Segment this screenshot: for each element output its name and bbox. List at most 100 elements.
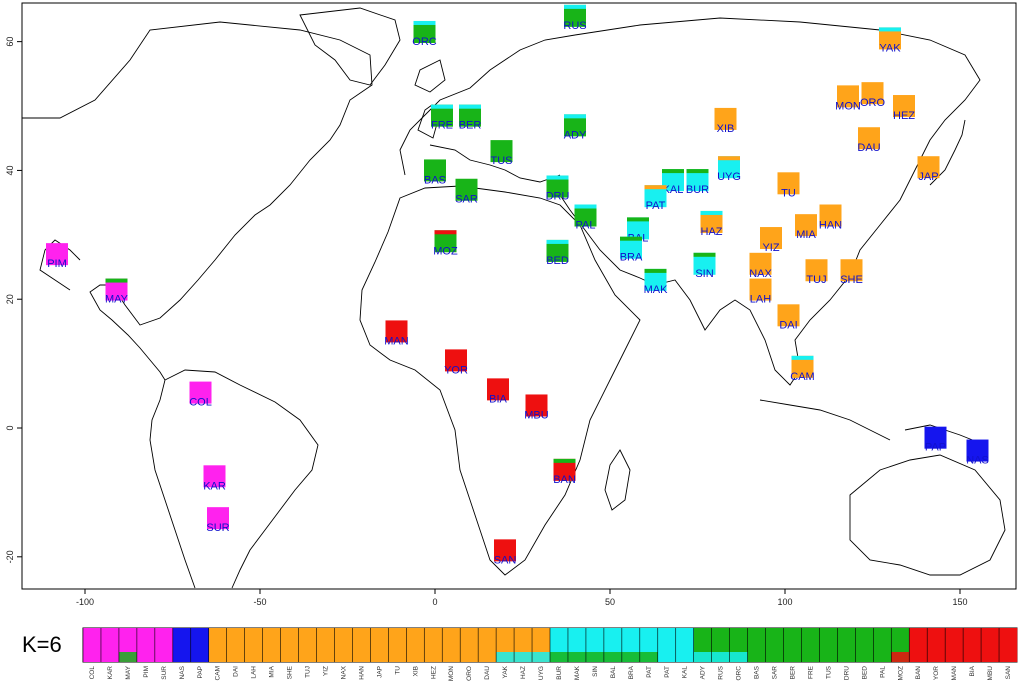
population-marker-sur[interactable]: SUR (206, 507, 230, 534)
bar-group-col[interactable]: COL (82, 628, 102, 679)
bar-group-ady[interactable]: ADY (693, 628, 712, 679)
bar-group-bas[interactable]: BAS (747, 628, 766, 679)
population-marker-col[interactable]: COL (189, 381, 212, 409)
population-marker-pap[interactable]: PAP (924, 426, 947, 454)
population-marker-bia[interactable]: BIA (487, 378, 509, 405)
bar-group-pat[interactable]: PAT (639, 628, 659, 678)
population-marker-pim[interactable]: PIM (46, 243, 68, 270)
bar-group-ber[interactable]: BER (783, 628, 802, 679)
bar-group-kal[interactable]: KAL (675, 628, 694, 678)
bar-group-orc[interactable]: ORC (729, 628, 748, 680)
population-marker-dau[interactable]: DAU (857, 127, 881, 154)
bar-group-mon[interactable]: MON (441, 628, 461, 681)
population-marker-san[interactable]: SAN (494, 539, 517, 566)
population-marker-jap[interactable]: JAP (917, 156, 940, 183)
population-marker-bed[interactable]: BED (546, 239, 569, 267)
bar-group-mak[interactable]: MAK (567, 628, 587, 680)
population-marker-tus[interactable]: TUS (490, 140, 513, 167)
population-marker-dai[interactable]: DAI (777, 304, 800, 331)
population-marker-ber[interactable]: BER (459, 104, 482, 132)
bar-group-dru[interactable]: DRU (837, 628, 856, 680)
population-marker-bur[interactable]: BUR (686, 169, 709, 196)
population-marker-dru[interactable]: DRU (546, 175, 570, 203)
population-marker-mia[interactable]: MIA (795, 214, 817, 241)
population-marker-kar[interactable]: KAR (203, 465, 226, 492)
bar-group-oro[interactable]: ORO (459, 628, 479, 681)
population-marker-mak[interactable]: MAK (644, 268, 669, 296)
bar-group-uyg[interactable]: UYG (531, 628, 551, 680)
population-marker-tuj[interactable]: TUJ (805, 259, 828, 286)
population-marker-nax[interactable]: NAX (749, 252, 772, 280)
population-marker-rus[interactable]: RUS (563, 4, 587, 32)
bar-group-sur[interactable]: SUR (154, 628, 174, 680)
bar-group-she[interactable]: SHE (280, 628, 299, 679)
population-marker-sin[interactable]: SIN (693, 252, 716, 280)
population-marker-bas[interactable]: BAS (424, 159, 446, 186)
population-marker-sar[interactable]: SAR (455, 178, 478, 206)
bar-group-pat[interactable]: PAT (657, 628, 677, 678)
bar-group-yak[interactable]: YAK (495, 628, 515, 679)
bar-group-tuj[interactable]: TUJ (298, 628, 317, 678)
population-marker-xib[interactable]: XIB (714, 107, 737, 135)
bar-group-fre[interactable]: FRE (801, 628, 820, 679)
population-marker-uyg[interactable]: UYG (717, 156, 741, 183)
bar-group-lah[interactable]: LAH (244, 628, 263, 679)
bar-group-han[interactable]: HAN (352, 628, 371, 680)
bar-group-bra[interactable]: BRA (621, 628, 641, 679)
bar-group-bur[interactable]: BUR (549, 628, 569, 680)
population-marker-tu[interactable]: TU (777, 172, 800, 199)
population-marker-kal[interactable]: KAL (662, 169, 684, 196)
population-marker-may[interactable]: MAY (105, 278, 129, 306)
population-marker-hez[interactable]: HEZ (893, 95, 915, 122)
bar-group-tu[interactable]: TU (388, 628, 407, 675)
bar-group-tus[interactable]: TUS (819, 628, 838, 679)
population-marker-haz[interactable]: HAZ (700, 210, 723, 238)
bar-group-pal[interactable]: PAL (873, 628, 892, 678)
bar-group-sar[interactable]: SAR (765, 628, 784, 679)
bar-group-hez[interactable]: HEZ (423, 628, 443, 679)
population-marker-man[interactable]: MAN (384, 320, 409, 347)
bar-group-mia[interactable]: MIA (262, 628, 281, 678)
bar-group-nas[interactable]: NAS (172, 628, 192, 679)
population-marker-orc[interactable]: ORC (412, 20, 437, 48)
bar-group-bal[interactable]: BAL (603, 628, 623, 678)
population-marker-oro[interactable]: ORO (860, 82, 886, 109)
population-marker-she[interactable]: SHE (840, 259, 863, 286)
population-marker-yak[interactable]: YAK (879, 27, 901, 54)
bar-group-bed[interactable]: BED (855, 628, 874, 679)
population-marker-nas[interactable]: NAS (966, 439, 989, 467)
bar-group-san[interactable]: SAN (998, 628, 1018, 679)
bar-group-bia[interactable]: BIA (962, 628, 982, 676)
bar-group-ban[interactable]: BAN (908, 628, 928, 679)
bar-group-xib[interactable]: XIB (406, 628, 425, 676)
bar-group-dau[interactable]: DAU (477, 628, 497, 680)
population-marker-moz[interactable]: MOZ (433, 230, 458, 257)
bar-group-mbu[interactable]: MBU (980, 628, 1000, 680)
bar-group-pap[interactable]: PAP (190, 628, 210, 679)
bar-group-moz[interactable]: MOZ (890, 628, 910, 680)
population-marker-bra[interactable]: BRA (620, 236, 643, 264)
population-marker-yiz[interactable]: YIZ (760, 227, 782, 254)
bar-group-yor[interactable]: YOR (926, 628, 946, 680)
population-marker-fre[interactable]: FRE (431, 104, 453, 132)
population-marker-yor[interactable]: YOR (444, 349, 468, 376)
population-marker-ady[interactable]: ADY (564, 114, 587, 141)
bar-group-kar[interactable]: KAR (100, 628, 120, 679)
population-marker-ban[interactable]: BAN (553, 458, 576, 486)
bar-group-rus[interactable]: RUS (711, 628, 730, 680)
bar-group-may[interactable]: MAY (118, 628, 138, 680)
population-marker-pal[interactable]: PAL (574, 204, 597, 232)
bar-group-sin[interactable]: SIN (585, 628, 605, 677)
population-marker-pat[interactable]: PAT (644, 185, 667, 212)
population-marker-lah[interactable]: LAH (749, 278, 772, 306)
bar-group-cam[interactable]: CAM (208, 628, 227, 680)
population-marker-han[interactable]: HAN (819, 204, 842, 232)
bar-group-jap[interactable]: JAP (370, 628, 389, 678)
bar-group-yiz[interactable]: YIZ (316, 628, 335, 676)
bar-group-man[interactable]: MAN (944, 628, 964, 680)
population-marker-mbu[interactable]: MBU (524, 394, 549, 421)
population-marker-mon[interactable]: MON (835, 85, 861, 112)
bar-group-pim[interactable]: PIM (136, 628, 156, 678)
bar-group-dai[interactable]: DAI (226, 628, 245, 677)
bar-group-haz[interactable]: HAZ (513, 628, 533, 679)
